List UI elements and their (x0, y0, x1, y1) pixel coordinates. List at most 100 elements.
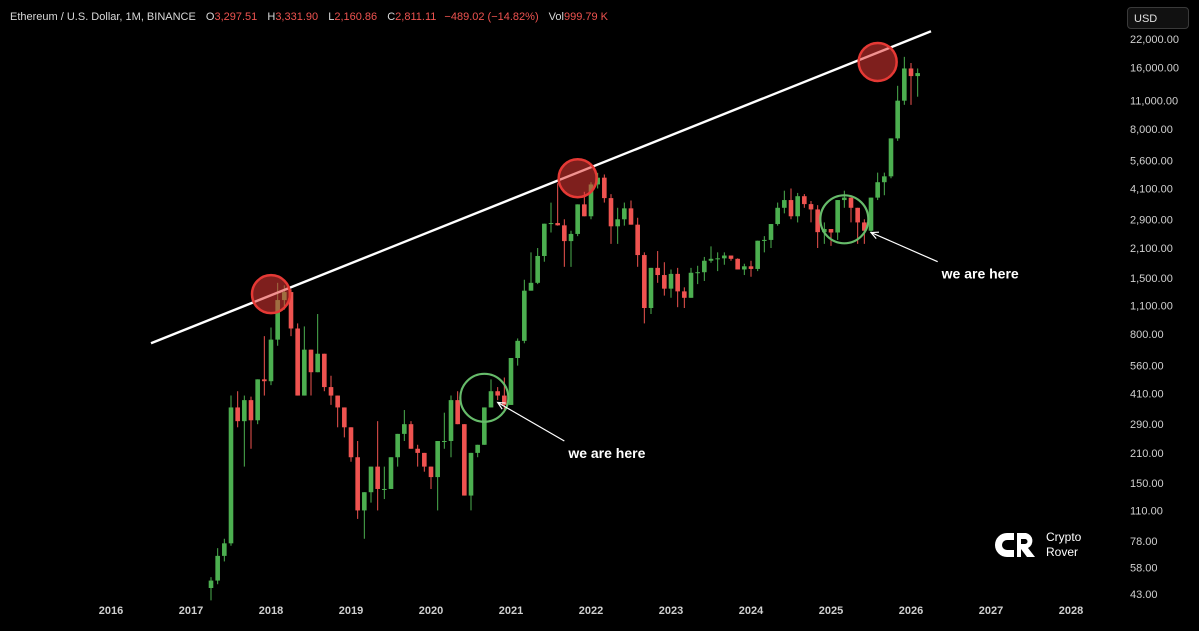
logo-line-2: Rover (1046, 545, 1079, 559)
candle-body (848, 197, 854, 208)
candle (908, 62, 914, 105)
red-circle-marker (250, 273, 292, 315)
y-tick-label: 2,900.00 (1130, 214, 1173, 226)
candle (268, 327, 274, 386)
candle (462, 424, 467, 496)
candle-body (515, 340, 520, 359)
candle-body (828, 229, 834, 233)
candle (322, 353, 327, 392)
close-value: 2,811.11 (395, 11, 437, 23)
candle (888, 138, 894, 179)
candle-body (808, 204, 814, 210)
low-label: L (328, 11, 335, 23)
candles (208, 56, 920, 601)
candle-body (422, 452, 427, 467)
candle-body (815, 209, 820, 233)
candle (795, 192, 800, 223)
candle (682, 287, 687, 309)
candle-body (875, 182, 880, 198)
candle-body (762, 239, 767, 241)
symbol-header: Ethereum / U.S. Dollar, 1M, BINANCE O3,2… (10, 11, 608, 23)
candle-body (855, 207, 860, 223)
volume-value: 999.79 K (563, 11, 609, 23)
candle-body (775, 207, 780, 225)
candle-body (455, 400, 460, 425)
red-circle-marker (857, 41, 898, 83)
candle (248, 396, 254, 449)
x-tick-label: 2016 (99, 605, 123, 617)
y-axis: 43.00 58.00 78.00 110.00 150.00 210.00 290.00 4… (1130, 34, 1179, 601)
candle-body (795, 196, 800, 217)
candle-body (495, 391, 500, 396)
logo-mark-icon (995, 533, 1035, 557)
y-tick-label: 1,100.00 (1130, 301, 1173, 313)
candle-body (502, 395, 507, 405)
candle-body (342, 407, 347, 428)
candle (235, 391, 240, 428)
candle-body (242, 400, 247, 422)
candle (815, 205, 820, 249)
logo-line-1: Crypto (1046, 530, 1082, 544)
candle (755, 240, 760, 272)
candle-body (695, 272, 700, 274)
candle (622, 202, 627, 226)
candle-body (675, 273, 680, 292)
candle-body (528, 282, 534, 291)
candle (635, 217, 640, 267)
open-label: O (205, 11, 215, 23)
candle-body (868, 197, 874, 231)
candle (615, 207, 620, 244)
candle (422, 452, 427, 472)
y-tick-label: 2,100.00 (1130, 243, 1173, 255)
candle-body (442, 441, 447, 443)
x-axis: 2016 2017 2018 2019 2020 2021 2022 2023 2024 2025… (99, 605, 1083, 617)
candle (328, 375, 334, 405)
candle-body (708, 258, 714, 261)
candle-body (915, 73, 920, 77)
candle (395, 433, 400, 467)
candle-body (562, 225, 567, 242)
candle-body (208, 580, 214, 588)
candle-body (402, 424, 407, 434)
candle (648, 267, 654, 315)
candle-body (568, 233, 574, 242)
candle (782, 190, 787, 214)
candle (642, 252, 647, 324)
candle-body (382, 488, 387, 490)
candle-body (462, 424, 467, 496)
candle (355, 441, 360, 519)
candle-body (488, 391, 494, 408)
candle (788, 188, 794, 220)
candle (335, 395, 340, 428)
candle-body (735, 258, 740, 270)
x-tick-label: 2020 (419, 605, 443, 617)
crypto-rover-logo: Crypto Rover (995, 529, 1105, 563)
candle-body (262, 379, 267, 382)
candle-body (628, 208, 634, 225)
y-tick-label: 110.00 (1130, 505, 1163, 517)
candle (875, 172, 880, 201)
candle-body (608, 198, 614, 227)
candle-body (548, 223, 554, 225)
candle (495, 387, 500, 401)
candle-body (522, 290, 527, 341)
candle-body (388, 457, 394, 489)
candle-body (582, 204, 587, 217)
candle-body (368, 466, 374, 493)
candle-body (888, 138, 894, 177)
candle (368, 466, 374, 503)
candle-body (335, 395, 340, 408)
candle-body (788, 200, 794, 217)
candle (415, 444, 420, 467)
candle-body (395, 433, 400, 458)
candle-body (715, 258, 720, 260)
candle (722, 252, 727, 265)
y-tick-label: 150.00 (1130, 478, 1164, 490)
y-tick-label: 58.00 (1130, 562, 1158, 574)
candle-body (308, 349, 314, 373)
candle (688, 267, 694, 298)
currency-selector[interactable]: USD (1127, 7, 1189, 29)
candle (295, 323, 300, 396)
high-label: H (267, 11, 276, 23)
